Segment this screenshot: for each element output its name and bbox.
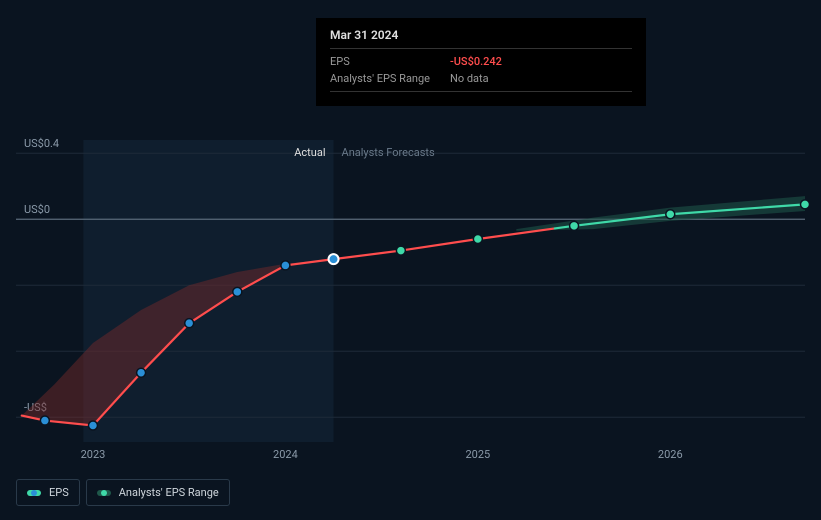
forecast-marker[interactable]: [570, 221, 579, 230]
y-axis-label: US$0: [24, 203, 50, 216]
actual-marker[interactable]: [137, 368, 146, 377]
tooltip-date: Mar 31 2024: [330, 28, 632, 42]
section-label-actual: Actual: [294, 146, 325, 159]
x-axis-label: 2024: [273, 448, 298, 461]
actual-marker[interactable]: [233, 287, 242, 296]
eps-chart-container: { "background_color": "#0a1420", "chart"…: [0, 0, 821, 520]
hover-marker: [329, 254, 339, 264]
forecast-band: [516, 196, 805, 231]
actual-marker[interactable]: [281, 261, 290, 270]
tooltip-row-value: No data: [450, 72, 489, 85]
legend-item-eps-range[interactable]: Analysts' EPS Range: [86, 479, 230, 506]
forecast-marker[interactable]: [801, 200, 810, 209]
tooltip-row-label: Analysts' EPS Range: [330, 72, 450, 85]
legend-swatch: [97, 490, 111, 496]
forecast-marker[interactable]: [473, 235, 482, 244]
legend-swatch: [27, 490, 41, 496]
y-axis-label: US$0.4: [24, 137, 59, 150]
tooltip-row-value: -US$0.242: [450, 55, 502, 68]
tooltip: Mar 31 2024 EPS-US$0.242Analysts' EPS Ra…: [316, 18, 646, 106]
x-axis-label: 2025: [465, 448, 490, 461]
tooltip-row: EPS-US$0.242: [330, 53, 632, 70]
legend-label: Analysts' EPS Range: [119, 486, 219, 499]
forecast-line-red: [334, 228, 555, 259]
legend-item-eps[interactable]: EPS: [16, 479, 80, 506]
legend-label: EPS: [49, 486, 69, 499]
tooltip-row-label: EPS: [330, 55, 450, 68]
actual-marker[interactable]: [185, 319, 194, 328]
actual-marker[interactable]: [40, 416, 49, 425]
x-axis-label: 2026: [658, 448, 683, 461]
tooltip-divider: [330, 48, 632, 49]
tooltip-row: Analysts' EPS RangeNo data: [330, 70, 632, 87]
section-label-forecast: Analysts Forecasts: [342, 146, 436, 159]
forecast-marker[interactable]: [396, 246, 405, 255]
actual-marker[interactable]: [88, 421, 97, 430]
tooltip-divider-2: [330, 91, 632, 92]
forecast-marker[interactable]: [666, 210, 675, 219]
legend: EPS Analysts' EPS Range: [16, 479, 230, 506]
x-axis-label: 2023: [81, 448, 106, 461]
